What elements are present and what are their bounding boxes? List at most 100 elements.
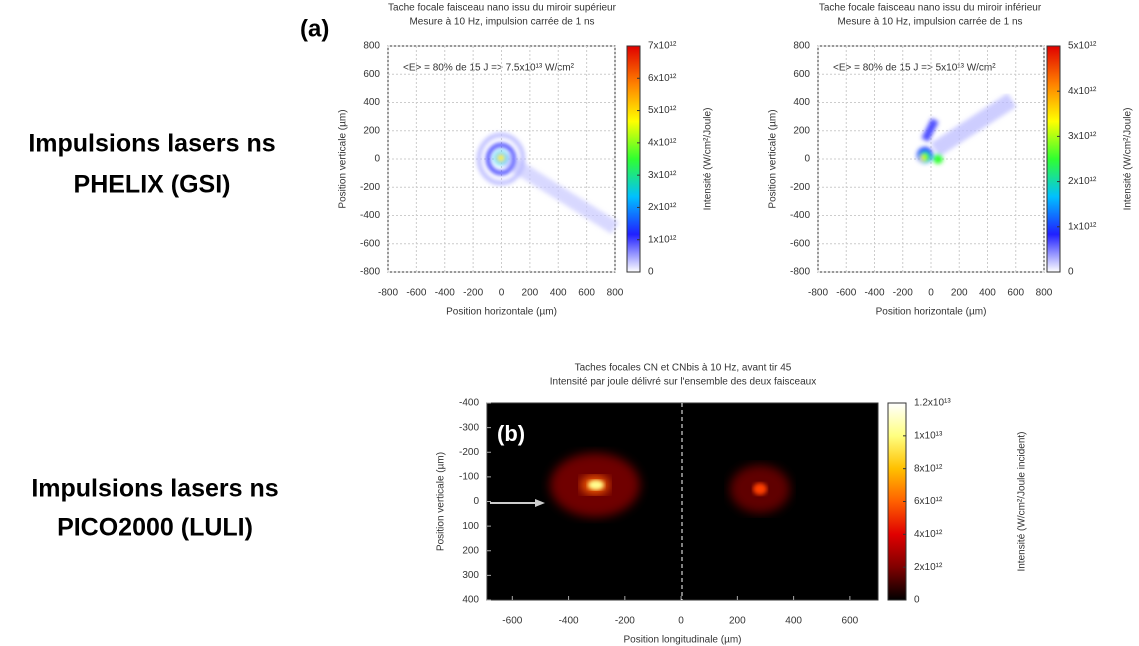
y-tick-label: -400 [459,398,479,409]
spot-image [477,133,619,234]
y-tick-label: 200 [793,125,810,136]
slide-label: Impulsions lasers ns [28,130,275,158]
x-tick-label: -800 [808,288,828,299]
colorbar-tick-label: 7x10¹² [648,41,677,52]
y-tick-label: 400 [462,595,479,606]
x-tick-label: 600 [1007,288,1024,299]
x-tick-label: 400 [550,288,567,299]
x-tick-label: -600 [502,616,522,627]
x-tick-label: 600 [842,616,859,627]
slide-label: PHELIX (GSI) [74,171,231,199]
x-tick-label: 400 [979,288,996,299]
y-tick-label: 200 [363,125,380,136]
y-tick-label: 0 [804,154,810,165]
x-tick-label: 600 [578,288,595,299]
colorbar-tick-label: 0 [1068,267,1074,278]
x-tick-label: -200 [893,288,913,299]
x-tick-label: -800 [378,288,398,299]
y-tick-label: 400 [363,97,380,108]
panel-label: (a) [300,15,329,42]
x-tick-label: 800 [607,288,624,299]
y-tick-label: 300 [462,570,479,581]
colorbar-tick-label: 2x10¹² [648,202,677,213]
y-tick-label: -800 [360,267,380,278]
annotation: <E> = 80% de 15 J => 5x10¹³ W/cm² [833,63,996,74]
chart-subtitle: Mesure à 10 Hz, impulsion carrée de 1 ns [409,17,594,28]
spot-image [535,499,545,507]
x-axis-label: Position horizontale (µm) [446,307,557,318]
spot-image [917,93,1017,164]
y-tick-label: -600 [360,238,380,249]
colorbar-tick-label: 1x10¹² [648,234,677,245]
x-tick-label: -400 [559,616,579,627]
colorbar-tick-label: 1.2x10¹³ [914,398,951,409]
x-tick-label: -200 [463,288,483,299]
colorbar-tick-label: 4x10¹² [648,137,677,148]
x-tick-label: -400 [435,288,455,299]
panel-label: (b) [497,421,525,446]
y-tick-label: -200 [790,182,810,193]
colorbar-tick-label: 1x10¹³ [914,430,943,441]
y-tick-label: -400 [360,210,380,221]
chart-title: Tache focale faisceau nano issu du miroi… [819,3,1042,14]
x-tick-label: -600 [406,288,426,299]
spot-image [588,480,604,490]
x-tick-label: 200 [729,616,746,627]
colorbar-tick-label: 3x10¹² [1068,131,1097,142]
colorbar-tick-label: 2x10¹² [1068,176,1097,187]
colorbar-label: Intensité (W/cm²/Joule) [703,108,714,211]
x-tick-label: 800 [1036,288,1053,299]
y-axis-label: Position verticale (µm) [436,452,447,551]
y-tick-label: 800 [363,41,380,52]
x-tick-label: 400 [785,616,802,627]
y-tick-label: -100 [459,472,479,483]
y-tick-label: -600 [790,238,810,249]
x-tick-label: 200 [951,288,968,299]
y-tick-label: 400 [793,97,810,108]
spot-image [753,483,767,495]
y-tick-label: 600 [363,69,380,80]
x-tick-label: 200 [522,288,539,299]
y-tick-label: -200 [459,447,479,458]
colorbar-tick-label: 6x10¹² [648,73,677,84]
x-tick-label: 0 [678,616,684,627]
y-tick-label: -800 [790,267,810,278]
colorbar-tick-label: 6x10¹² [914,496,943,507]
colorbar-tick-label: 1x10¹² [1068,221,1097,232]
x-tick-label: 0 [499,288,505,299]
chart-subtitle: Mesure à 10 Hz, impulsion carrée de 1 ns [837,17,1022,28]
slide-label: Impulsions lasers ns [31,475,278,503]
colorbar-tick-label: 5x10¹² [1068,41,1097,52]
y-axis-label: Position verticale (µm) [338,109,349,208]
y-tick-label: 0 [374,154,380,165]
colorbar-tick-label: 0 [914,595,920,606]
chart-subtitle: Intensité par joule délivré sur l'ensemb… [550,377,817,388]
colorbar-tick-label: 4x10¹² [1068,86,1097,97]
colorbar-tick-label: 0 [648,267,654,278]
colorbar-label: Intensité (W/cm²/Joule incident) [1017,431,1028,571]
x-tick-label: -400 [864,288,884,299]
colorbar-label: Intensité (W/cm²/Joule) [1123,108,1134,211]
colorbar [626,45,641,273]
y-tick-label: 0 [473,496,479,507]
x-tick-label: 0 [928,288,934,299]
y-axis-label: Position verticale (µm) [768,109,779,208]
colorbar-tick-label: 8x10¹² [914,463,943,474]
colorbar-tick-label: 2x10¹² [914,562,943,573]
chart-title: Taches focales CN et CNbis à 10 Hz, avan… [575,363,792,374]
x-axis-label: Position horizontale (µm) [876,307,987,318]
colorbar-tick-label: 5x10¹² [648,105,677,116]
chart-title: Tache focale faisceau nano issu du miroi… [388,3,617,14]
y-tick-label: -400 [790,210,810,221]
colorbar-tick-label: 4x10¹² [914,529,943,540]
colorbar-tick-label: 3x10¹² [648,170,677,181]
y-tick-label: 100 [462,521,479,532]
y-tick-label: 600 [793,69,810,80]
y-tick-label: 200 [462,545,479,556]
x-tick-label: -200 [615,616,635,627]
x-tick-label: -600 [836,288,856,299]
y-tick-label: -300 [459,422,479,433]
colorbar [1046,45,1061,273]
y-tick-label: 800 [793,41,810,52]
